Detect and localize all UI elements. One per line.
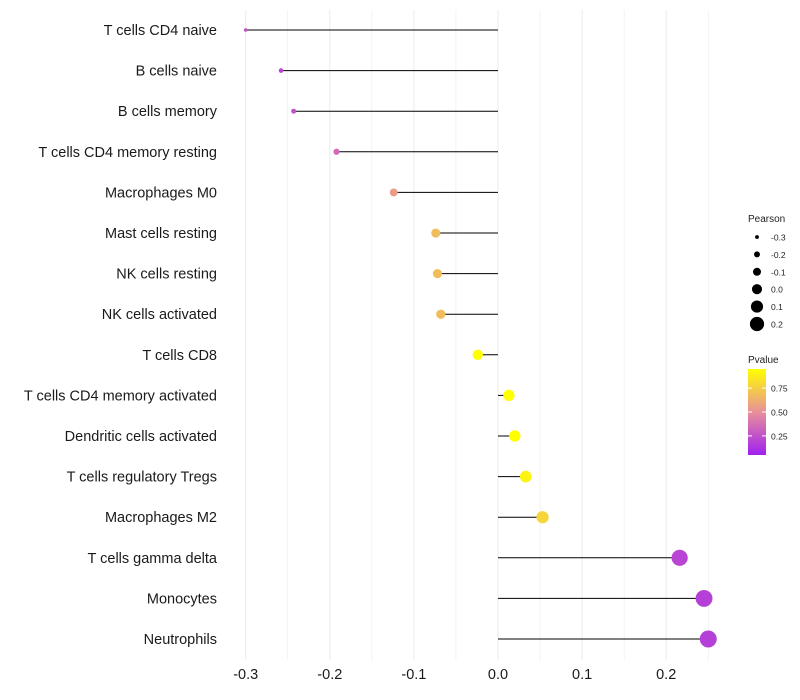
legend-size-key <box>754 251 760 258</box>
lollipop-point <box>389 188 398 197</box>
y-axis-label: T cells CD4 memory resting <box>38 145 217 161</box>
lollipop-point <box>333 148 340 155</box>
lollipop-point <box>472 349 483 360</box>
x-tick-label: 0.2 <box>656 667 676 683</box>
y-axis-label: T cells CD4 naive <box>104 23 217 39</box>
y-axis-label: Macrophages M2 <box>105 510 217 526</box>
x-tick-label: -0.1 <box>401 667 426 683</box>
y-axis-label: NK cells activated <box>102 307 217 323</box>
x-tick-label: 0.0 <box>488 667 508 683</box>
legend-pvalue-title: Pvalue <box>748 355 779 366</box>
legend-size-label: -0.2 <box>771 250 786 260</box>
legend-size-label: -0.3 <box>771 233 786 243</box>
legend-size-label: 0.0 <box>771 285 783 295</box>
lollipop-point <box>509 430 521 442</box>
lollipop-point <box>243 28 248 32</box>
lollipop-point <box>536 511 549 524</box>
legend-size-key <box>755 235 759 239</box>
y-axis-label: T cells CD4 memory activated <box>24 388 217 404</box>
y-axis-labels: T cells CD4 naive B cells naive B cells me… <box>24 23 218 648</box>
lollipop-point <box>695 589 713 607</box>
x-axis-ticks: -0.3 -0.2 -0.1 0.0 0.1 0.2 <box>233 667 676 683</box>
lollipop-point <box>278 68 284 73</box>
colorbar-tick-label: 0.50 <box>771 408 788 418</box>
legend-pvalue: Pvalue 0.25 0.50 0.75 <box>748 355 788 455</box>
colorbar-tick-label: 0.25 <box>771 431 788 441</box>
lollipop-point <box>291 108 297 114</box>
lollipop-point <box>671 549 688 566</box>
y-axis-label: Dendritic cells activated <box>65 429 217 445</box>
lollipop-point <box>519 470 532 483</box>
legend-size-key <box>750 300 764 313</box>
y-axis-label: Mast cells resting <box>105 226 217 242</box>
lollipop-point <box>436 309 446 319</box>
legend-size-key <box>751 284 763 295</box>
legend-size-key <box>752 267 762 276</box>
lollipop-point <box>503 389 515 402</box>
x-tick-label: -0.2 <box>317 667 342 683</box>
lollipop-point <box>431 228 441 238</box>
pvalue-colorbar <box>748 369 766 455</box>
x-tick-label: -0.3 <box>233 667 258 683</box>
y-axis-label: B cells naive <box>136 64 217 80</box>
lollipop-point <box>699 630 717 648</box>
legend-size-key <box>749 316 765 332</box>
lollipop-stems <box>245 29 709 640</box>
gridlines <box>245 10 709 660</box>
legend-size-label: 0.1 <box>771 302 783 312</box>
y-axis-label: Monocytes <box>147 591 217 607</box>
legend-size-label: 0.2 <box>771 320 783 330</box>
y-axis-label: NK cells resting <box>116 267 217 283</box>
y-axis-label: Macrophages M0 <box>105 185 217 201</box>
legend-size-label: -0.1 <box>771 267 786 277</box>
legend-pearson: Pearson -0.3 -0.2 -0.1 0.0 0.1 0.2 <box>748 214 786 332</box>
colorbar-tick-label: 0.75 <box>771 384 788 394</box>
y-axis-label: T cells CD8 <box>142 348 217 364</box>
x-tick-label: 0.1 <box>572 667 592 683</box>
legend-pearson-title: Pearson <box>748 214 785 225</box>
y-axis-label: B cells memory <box>118 104 218 120</box>
lollipop-point <box>432 269 443 279</box>
lollipop-points <box>243 28 717 648</box>
y-axis-label: T cells regulatory Tregs <box>67 470 217 486</box>
y-axis-label: T cells gamma delta <box>88 551 218 567</box>
y-axis-label: Neutrophils <box>144 632 217 648</box>
